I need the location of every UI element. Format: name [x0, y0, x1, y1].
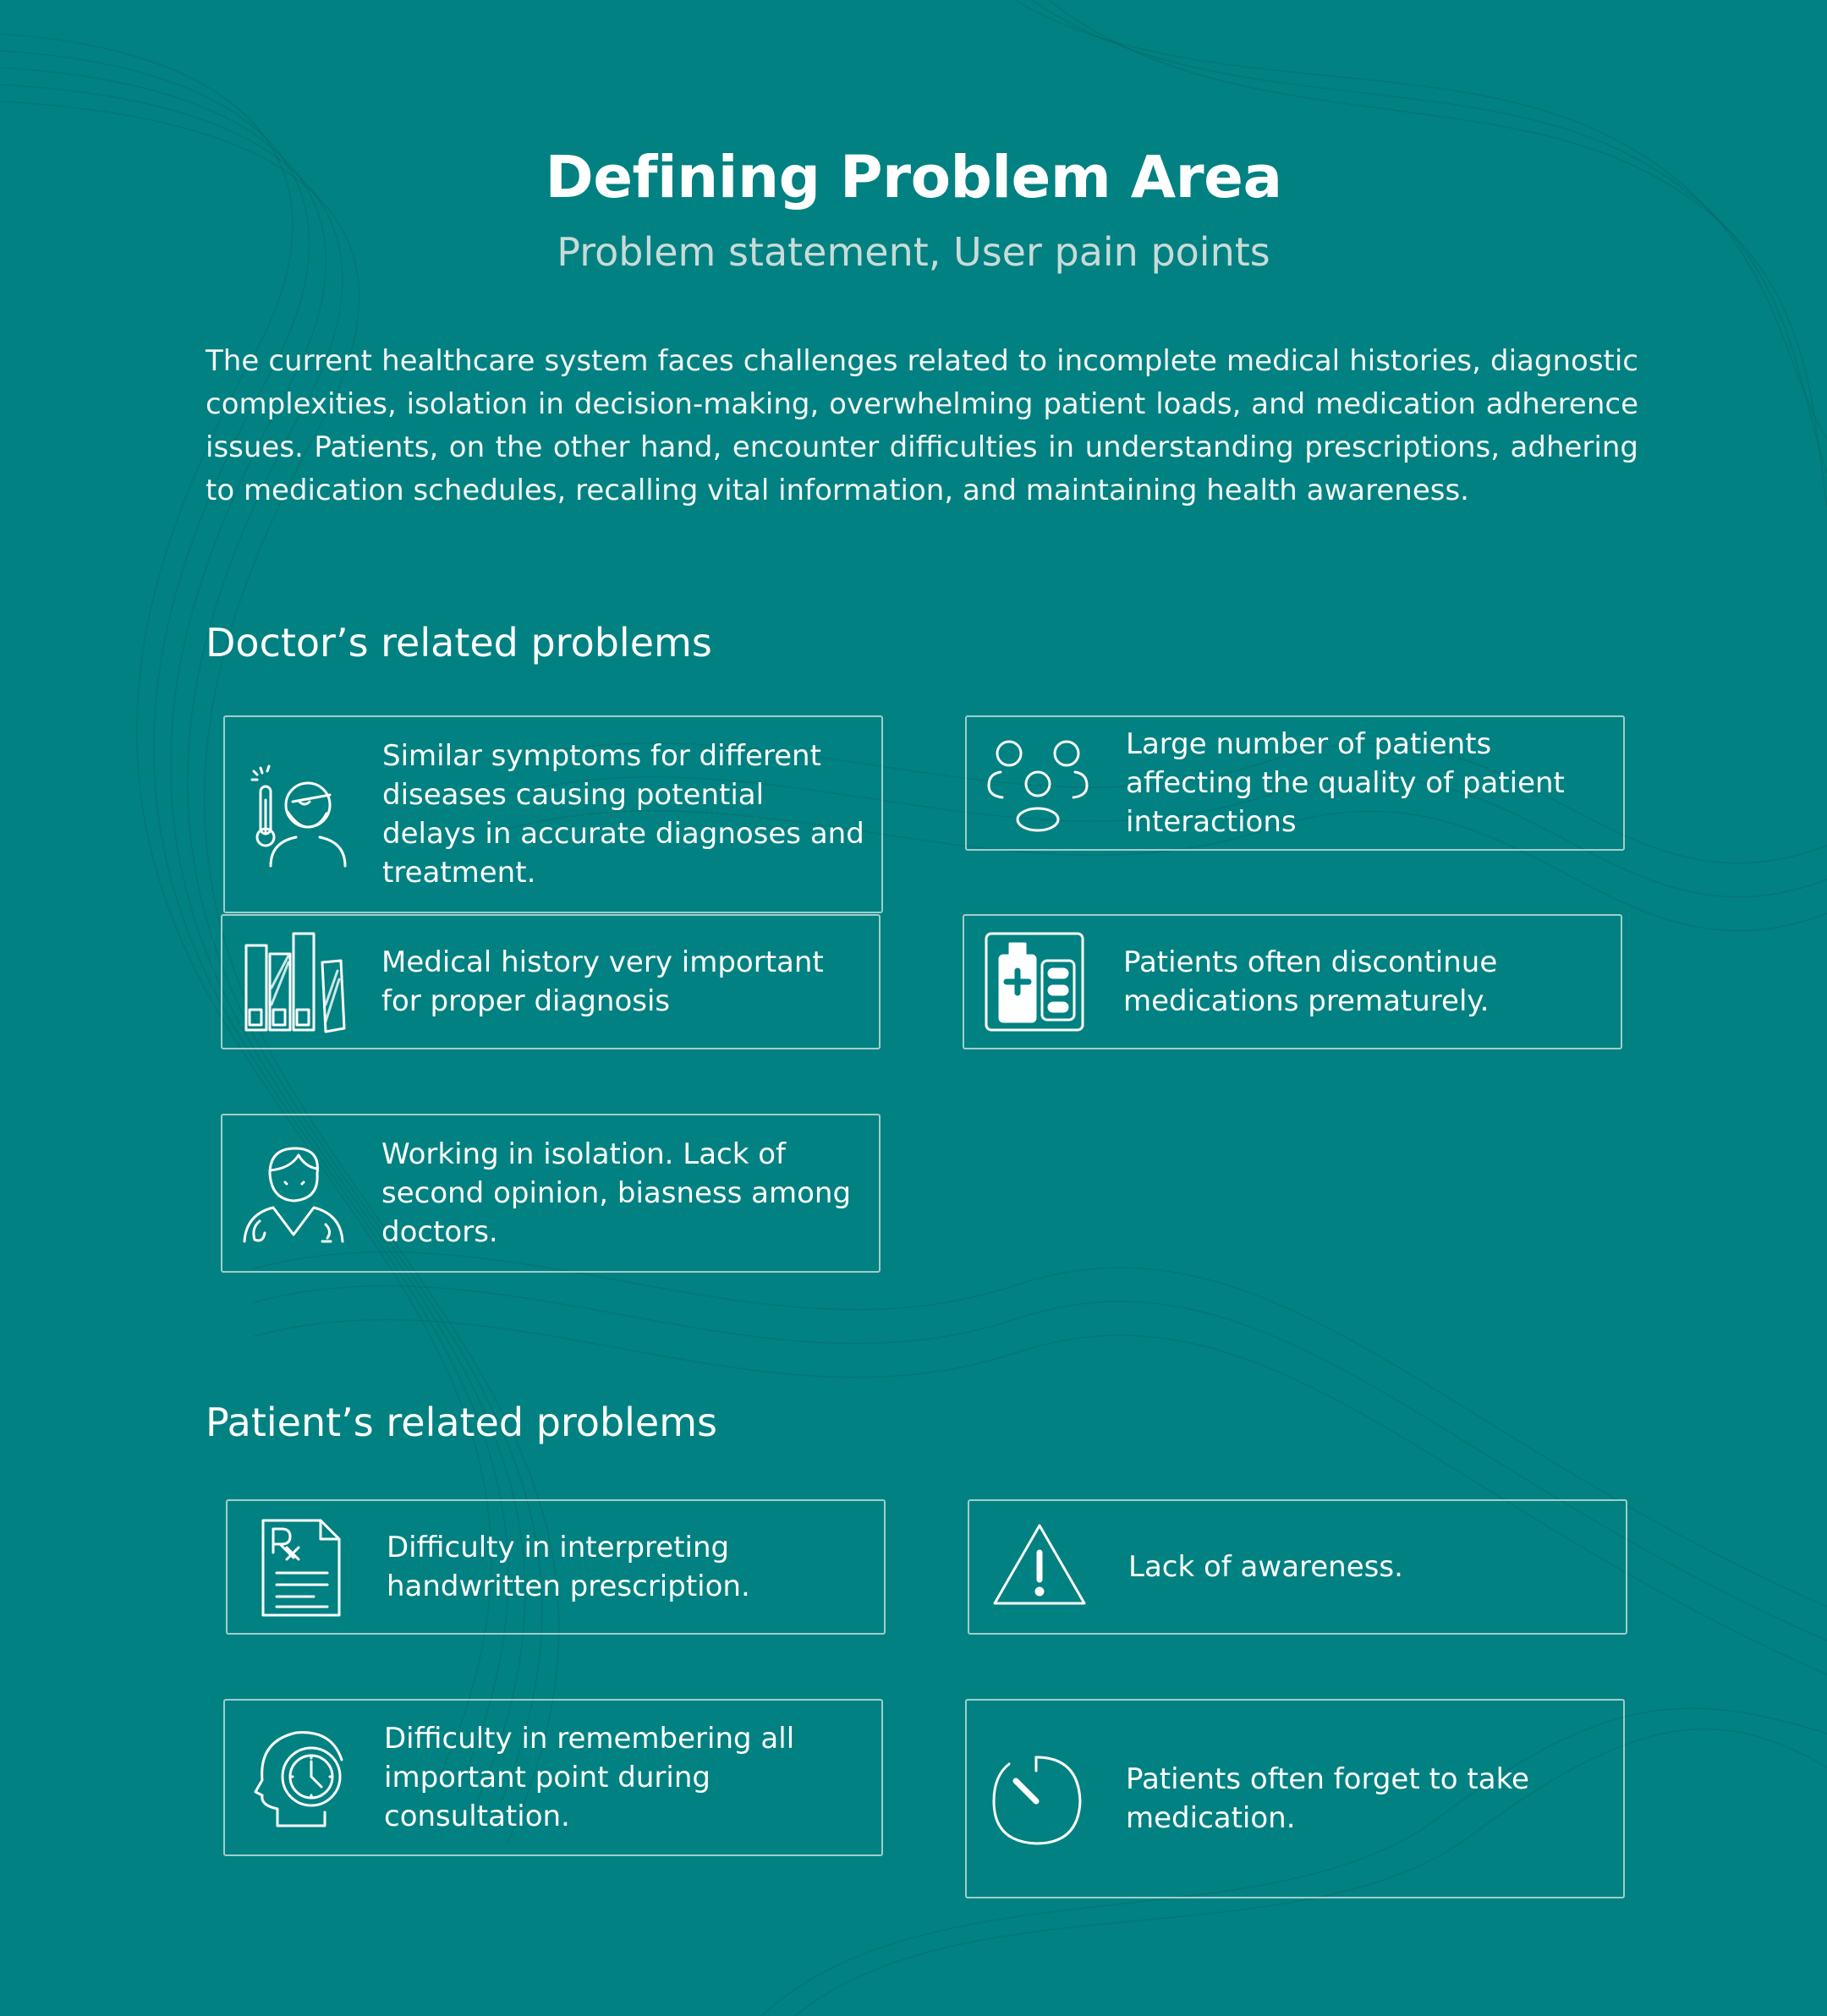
problem-statement-paragraph: The current healthcare system faces chal…: [206, 344, 1638, 507]
patient-problem-text: Patients often forget to take medication…: [1126, 1762, 1529, 1835]
doctor-problem-text: Large number of patients affecting the q…: [1126, 727, 1565, 839]
doctor-section-heading: Doctor’s related problems: [206, 620, 712, 666]
page-subtitle: Problem statement, User pain points: [557, 229, 1270, 275]
patient-problem-card: Difficulty in interpreting handwritten p…: [226, 1499, 886, 1635]
doctor-problem-text: Medical history very important for prope…: [381, 945, 824, 1018]
patient-problem-card: Patients often forget to take medication…: [965, 1699, 1625, 1898]
patient-problem-text: Difficulty in remembering all important …: [384, 1722, 795, 1833]
sick-person-thermometer-icon: [249, 761, 355, 868]
doctor-problem-text: Similar symptoms for different diseases …: [382, 739, 864, 890]
patients-group-icon: [984, 730, 1090, 836]
warning-icon: [986, 1514, 1093, 1620]
patient-section-heading: Patient’s related problems: [206, 1400, 718, 1445]
doctor-problem-card: Similar symptoms for different diseases …: [223, 715, 883, 913]
doctor-problem-card: Working in isolation. Lack of second opi…: [221, 1114, 881, 1273]
page-title: Defining Problem Area: [545, 144, 1282, 211]
patient-problem-text: Lack of awareness.: [1128, 1550, 1403, 1584]
doctor-icon: [239, 1140, 346, 1246]
timer-icon: [984, 1745, 1090, 1852]
patient-problem-text: Difficulty in interpreting handwritten p…: [387, 1531, 750, 1603]
prescription-icon: [246, 1514, 353, 1620]
patient-problem-card: Difficulty in remembering all important …: [223, 1699, 883, 1856]
doctor-problem-text: Patients often discontinue medications p…: [1123, 945, 1498, 1018]
medical-records-icon: [241, 929, 348, 1035]
patient-problem-card: Lack of awareness.: [968, 1499, 1627, 1635]
doctor-problem-card: Medical history very important for prope…: [221, 914, 881, 1049]
medicine-bottle-pills-icon: [981, 929, 1088, 1035]
doctor-problem-card: Patients often discontinue medications p…: [963, 914, 1622, 1049]
head-clock-icon: [244, 1724, 350, 1831]
doctor-problem-text: Working in isolation. Lack of second opi…: [381, 1137, 852, 1249]
doctor-problem-card: Large number of patients affecting the q…: [965, 715, 1625, 851]
